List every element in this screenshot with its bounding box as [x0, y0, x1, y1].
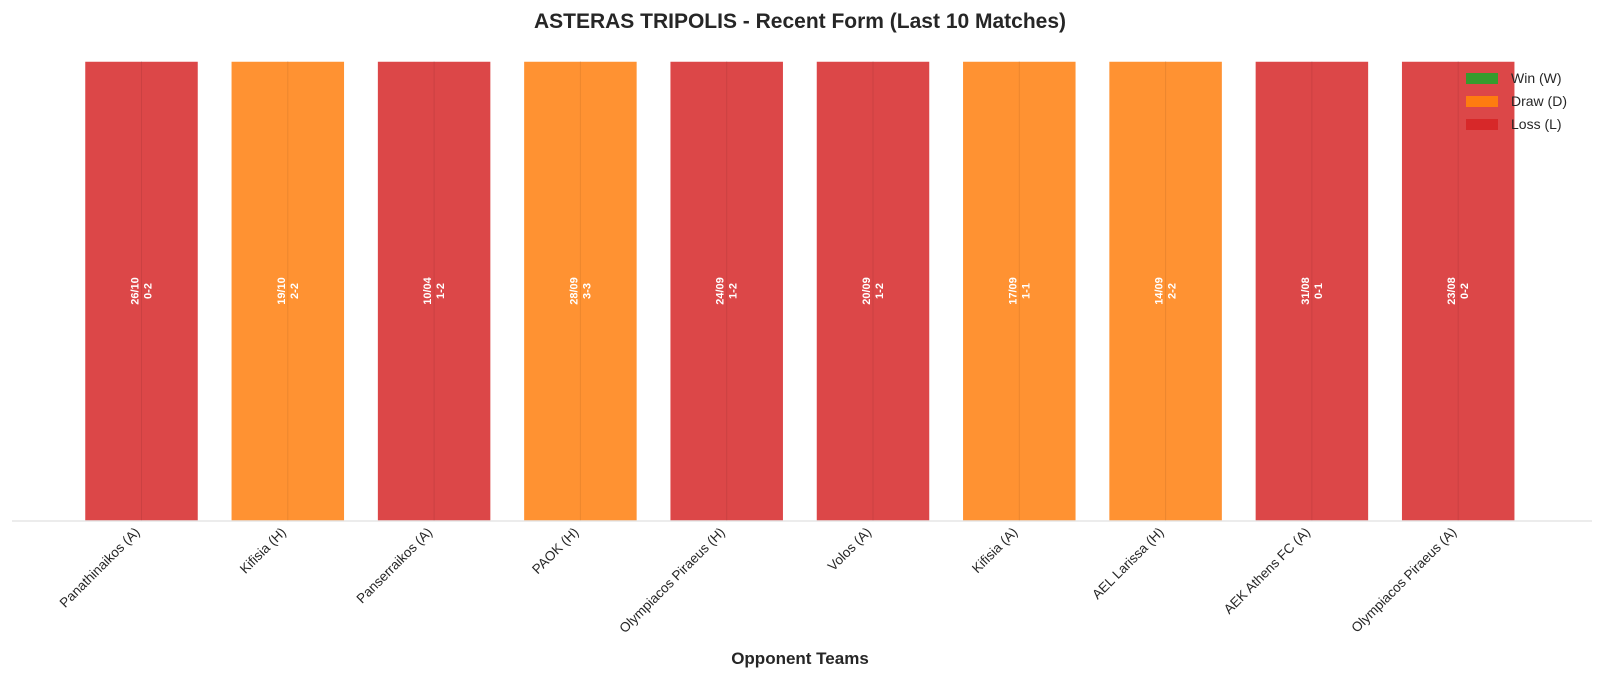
bar-date-2: 19/10 [276, 277, 288, 305]
x-axis-label: Opponent Teams [731, 649, 869, 668]
bar-label-4: 28/093-3 [568, 277, 593, 305]
legend-label-l: Loss (L) [1511, 116, 1562, 132]
x-tick-label-9: AEK Athens FC (A) [1221, 525, 1313, 617]
bar-9 [1254, 60, 1370, 522]
bar-label-7: 17/091-1 [1007, 277, 1032, 305]
x-tick-label-6: Volos (A) [825, 525, 874, 574]
bar-score-5: 1-2 [728, 283, 740, 299]
bar-6 [815, 60, 931, 522]
bar-date-7: 17/09 [1007, 277, 1019, 305]
bar-score-3: 1-2 [435, 283, 447, 299]
chart-title: ASTERAS TRIPOLIS - Recent Form (Last 10 … [534, 10, 1066, 33]
bar-score-7: 1-1 [1020, 283, 1032, 299]
x-tick-label-8: AEL Larissa (H) [1089, 525, 1167, 603]
legend-swatch-w [1466, 73, 1498, 84]
legend-swatch-l [1466, 119, 1498, 130]
bar-date-6: 20/09 [861, 277, 873, 305]
x-tick-label-5: Olympiacos Piraeus (H) [616, 525, 727, 636]
bar-label-5: 24/091-2 [715, 277, 740, 305]
bars-group: 26/100-2 19/102-2 10/041-2 28/093-3 24/091-2… [83, 60, 1516, 522]
bar-date-8: 14/09 [1154, 277, 1166, 305]
legend-label-w: Win (W) [1511, 70, 1562, 86]
bar-score-4: 3-3 [581, 283, 593, 299]
x-tick-label-1: Panathinaikos (A) [57, 525, 143, 611]
bar-label-6: 20/091-2 [861, 277, 886, 305]
bar-label-2: 19/102-2 [276, 277, 301, 305]
bar-score-1: 0-2 [143, 283, 155, 299]
x-tick-label-10: Olympiacos Piraeus (A) [1348, 525, 1459, 636]
bar-date-10: 23/08 [1446, 277, 1458, 305]
bar-10 [1400, 60, 1516, 522]
bar-score-8: 2-2 [1167, 283, 1179, 299]
bar-label-8: 14/092-2 [1154, 277, 1179, 305]
bar-date-3: 10/04 [422, 276, 434, 304]
bar-score-10: 0-2 [1459, 283, 1471, 299]
bar-label-1: 26/100-2 [130, 277, 155, 305]
x-tick-label-7: Kifisia (A) [969, 525, 1020, 576]
legend-label-d: Draw (D) [1511, 93, 1567, 109]
bar-label-3: 10/041-2 [422, 276, 447, 304]
legend-swatch-d [1466, 96, 1498, 107]
bar-score-6: 1-2 [874, 283, 886, 299]
x-tick-label-4: PAOK (H) [529, 525, 581, 577]
bar-date-5: 24/09 [715, 277, 727, 305]
x-tick-label-3: Panserraikos (A) [354, 525, 436, 607]
bar-label-9: 31/080-1 [1300, 277, 1325, 305]
legend: Win (W) Draw (D) Loss (L) [1466, 70, 1567, 132]
bar-date-9: 31/08 [1300, 277, 1312, 305]
bar-3 [376, 60, 492, 522]
bar-7 [961, 60, 1078, 522]
bar-date-4: 28/09 [568, 277, 580, 305]
bar-8 [1107, 60, 1224, 522]
bar-2 [230, 60, 346, 522]
x-tick-labels: Panathinaikos (A) Kifisia (H) Panserraikos… [57, 525, 1460, 636]
bar-score-9: 0-1 [1313, 283, 1325, 299]
bar-1 [83, 60, 200, 522]
bar-score-2: 2-2 [289, 283, 301, 299]
x-tick-label-2: Kifisia (H) [237, 525, 289, 577]
bar-label-10: 23/080-2 [1446, 277, 1471, 305]
bar-date-1: 26/10 [130, 277, 142, 305]
